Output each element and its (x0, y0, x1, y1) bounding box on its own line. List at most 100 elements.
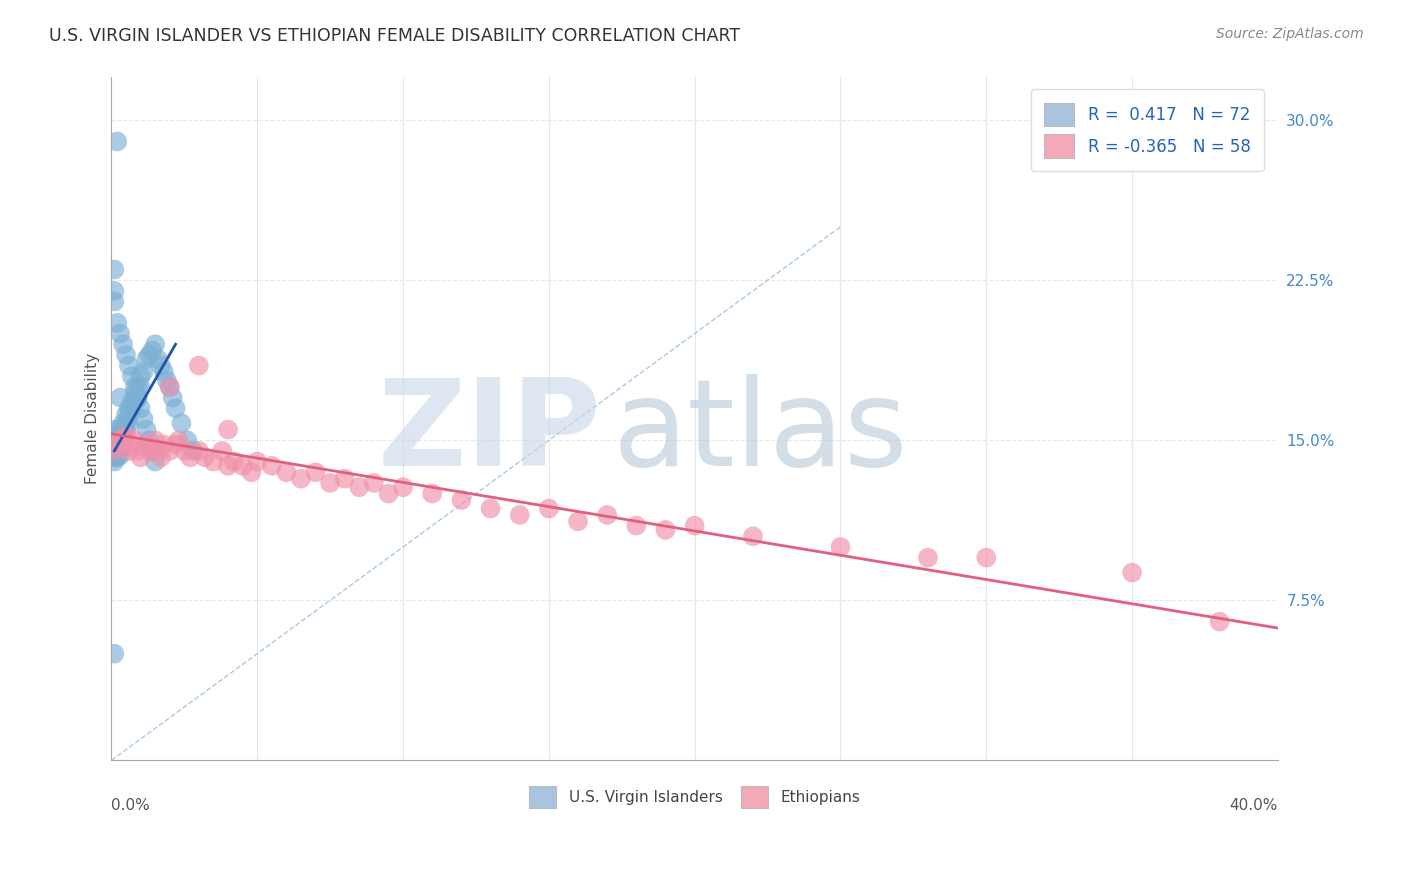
Point (138, 348, 160, 362)
Text: 40.0%: 40.0% (1230, 798, 1278, 813)
Point (146, 444, 169, 458)
Point (319, 475, 342, 490)
Point (121, 394, 143, 409)
Point (132, 412, 155, 426)
Point (115, 429, 138, 443)
Point (105, 437, 128, 451)
Point (103, 262, 125, 277)
Point (150, 359, 173, 373)
Point (124, 380, 146, 394)
Point (222, 454, 245, 468)
Point (173, 444, 195, 458)
Point (165, 437, 187, 451)
Point (683, 518, 706, 533)
Point (103, 647, 125, 661)
Point (112, 437, 135, 451)
Point (742, 529, 765, 543)
Point (194, 450, 217, 465)
Point (181, 444, 204, 458)
Point (105, 434, 128, 448)
Point (108, 448, 131, 462)
Point (103, 454, 125, 468)
Point (108, 434, 131, 448)
Point (377, 486, 399, 500)
Point (108, 326, 131, 341)
Point (349, 480, 371, 494)
Point (1121, 566, 1143, 580)
Point (108, 444, 131, 458)
Point (217, 458, 239, 473)
Point (170, 416, 193, 430)
Point (567, 514, 589, 528)
Point (115, 348, 138, 362)
Point (420, 486, 443, 500)
Text: Source: ZipAtlas.com: Source: ZipAtlas.com (1216, 27, 1364, 41)
Point (105, 448, 128, 462)
Point (450, 493, 472, 508)
Text: 0.0%: 0.0% (111, 798, 150, 813)
Point (509, 508, 531, 522)
Point (202, 454, 225, 468)
Point (108, 429, 131, 443)
Point (127, 380, 149, 394)
Point (103, 448, 125, 462)
Point (103, 444, 125, 458)
Point (143, 434, 166, 448)
Point (135, 437, 157, 451)
Point (830, 540, 852, 554)
Point (108, 423, 131, 437)
Point (115, 408, 138, 422)
Point (129, 369, 152, 384)
Point (392, 480, 415, 494)
Point (103, 437, 125, 451)
Point (363, 475, 385, 490)
Point (112, 429, 135, 443)
Point (150, 450, 173, 465)
Point (146, 352, 169, 367)
Point (103, 294, 125, 309)
Point (103, 429, 125, 443)
Point (115, 423, 138, 437)
Point (1208, 615, 1230, 629)
Point (187, 444, 209, 458)
Point (156, 374, 179, 388)
Point (537, 501, 560, 516)
Point (121, 369, 143, 384)
Point (232, 458, 254, 473)
Point (118, 444, 141, 458)
Point (246, 454, 269, 468)
Point (974, 550, 997, 565)
Point (129, 380, 152, 394)
Point (124, 434, 146, 448)
Point (108, 437, 131, 451)
Point (138, 434, 160, 448)
Point (127, 391, 149, 405)
Point (143, 454, 166, 468)
Text: atlas: atlas (613, 374, 908, 491)
Point (103, 450, 125, 465)
Point (654, 523, 676, 537)
Point (211, 444, 233, 458)
Point (105, 316, 128, 330)
Point (129, 450, 152, 465)
Point (159, 380, 181, 394)
Point (276, 465, 298, 479)
Point (138, 444, 160, 458)
Point (124, 386, 146, 401)
Point (103, 434, 125, 448)
Point (159, 444, 181, 458)
Point (112, 416, 135, 430)
Point (103, 423, 125, 437)
Point (105, 429, 128, 443)
Point (162, 391, 184, 405)
Point (103, 444, 125, 458)
Point (135, 352, 157, 367)
Point (165, 401, 187, 416)
Point (105, 437, 128, 451)
Point (479, 501, 502, 516)
Point (260, 458, 283, 473)
Point (121, 401, 143, 416)
Point (121, 437, 143, 451)
Point (217, 423, 239, 437)
Y-axis label: Female Disability: Female Disability (86, 353, 100, 484)
